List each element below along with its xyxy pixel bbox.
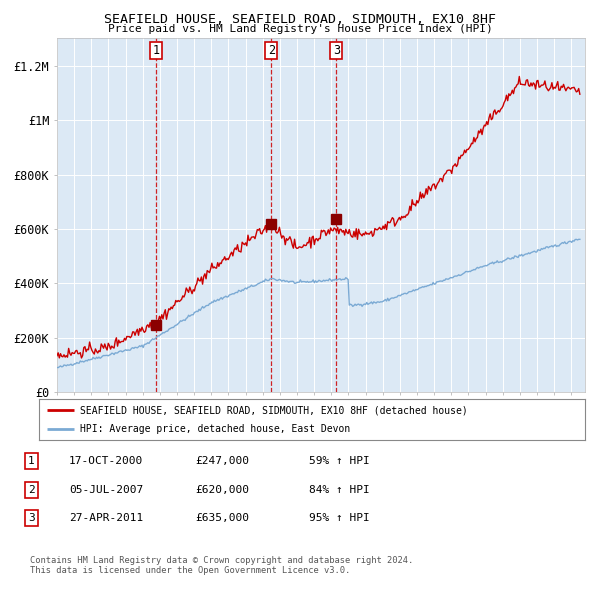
Text: 27-APR-2011: 27-APR-2011 bbox=[69, 513, 143, 523]
Text: 1: 1 bbox=[28, 457, 35, 466]
Text: 3: 3 bbox=[333, 44, 340, 57]
Text: Price paid vs. HM Land Registry's House Price Index (HPI): Price paid vs. HM Land Registry's House … bbox=[107, 24, 493, 34]
Text: 05-JUL-2007: 05-JUL-2007 bbox=[69, 485, 143, 494]
Text: HPI: Average price, detached house, East Devon: HPI: Average price, detached house, East… bbox=[80, 424, 350, 434]
Text: 3: 3 bbox=[28, 513, 35, 523]
Text: SEAFIELD HOUSE, SEAFIELD ROAD, SIDMOUTH, EX10 8HF: SEAFIELD HOUSE, SEAFIELD ROAD, SIDMOUTH,… bbox=[104, 13, 496, 26]
Text: Contains HM Land Registry data © Crown copyright and database right 2024.
This d: Contains HM Land Registry data © Crown c… bbox=[30, 556, 413, 575]
Text: £635,000: £635,000 bbox=[195, 513, 249, 523]
Text: 2: 2 bbox=[268, 44, 275, 57]
Text: SEAFIELD HOUSE, SEAFIELD ROAD, SIDMOUTH, EX10 8HF (detached house): SEAFIELD HOUSE, SEAFIELD ROAD, SIDMOUTH,… bbox=[80, 405, 468, 415]
Text: £620,000: £620,000 bbox=[195, 485, 249, 494]
Text: 17-OCT-2000: 17-OCT-2000 bbox=[69, 457, 143, 466]
Text: 84% ↑ HPI: 84% ↑ HPI bbox=[309, 485, 370, 494]
Text: 95% ↑ HPI: 95% ↑ HPI bbox=[309, 513, 370, 523]
Text: £247,000: £247,000 bbox=[195, 457, 249, 466]
Text: 2: 2 bbox=[28, 485, 35, 494]
Text: 1: 1 bbox=[153, 44, 160, 57]
Text: 59% ↑ HPI: 59% ↑ HPI bbox=[309, 457, 370, 466]
